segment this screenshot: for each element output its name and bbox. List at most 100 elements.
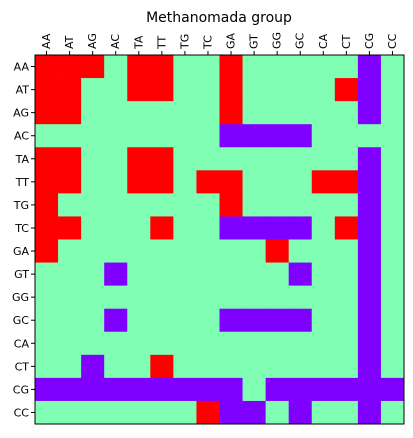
heatmap-cell-AA-TA <box>127 55 151 79</box>
heatmap-cell-CG-CC <box>380 377 405 402</box>
x-tick-label-TC: TC <box>201 35 214 50</box>
x-tick-label-AT: AT <box>63 35 76 49</box>
heatmap-cell-AG-AG <box>81 101 105 125</box>
heatmap-cell-GG-GA <box>219 285 243 310</box>
y-tick-label-TC: TC <box>14 222 29 235</box>
heatmap-cell-AA-GG <box>265 55 290 79</box>
heatmap-cell-CG-AG <box>81 377 105 402</box>
heatmap-cell-AA-AT <box>58 55 82 79</box>
heatmap-cell-TG-AG <box>81 193 105 217</box>
heatmap-cell-CT-AA <box>35 354 59 379</box>
heatmap-cell-AC-TT <box>150 124 174 148</box>
heatmap-cell-GG-CG <box>357 285 382 310</box>
heatmap-cell-CC-CC <box>380 400 405 425</box>
heatmap-cell-CG-CG <box>357 377 382 402</box>
heatmap-cell-TG-GC <box>288 193 313 217</box>
heatmap-cell-TA-GC <box>288 147 313 171</box>
heatmap-cell-AG-GT <box>242 101 267 125</box>
heatmap-cell-CC-TA <box>127 400 151 425</box>
heatmap-cell-GG-TT <box>150 285 174 310</box>
heatmap-cell-TG-CG <box>357 193 382 217</box>
y-tick-label-CC: CC <box>14 406 30 419</box>
heatmap-cell-AC-GA <box>219 124 243 148</box>
heatmap-cell-AG-CC <box>380 101 405 125</box>
heatmap-cell-TT-TG <box>173 170 197 194</box>
heatmap-cell-TC-GT <box>242 216 267 240</box>
heatmap-cell-CT-CC <box>380 354 405 379</box>
heatmap-cell-GG-TC <box>196 285 220 310</box>
heatmap-cell-GA-AT <box>58 239 82 263</box>
heatmap-cell-AC-CA <box>311 124 336 148</box>
heatmap-cell-AC-GG <box>265 124 290 148</box>
heatmap-cell-CT-AT <box>58 354 82 379</box>
heatmap-cell-CG-TC <box>196 377 220 402</box>
heatmap-cell-CC-CA <box>311 400 336 425</box>
heatmap-cell-AT-GG <box>265 78 290 102</box>
heatmap-cell-AG-GG <box>265 101 290 125</box>
heatmap-cell-GA-TC <box>196 239 220 263</box>
heatmap-cell-AG-GC <box>288 101 313 125</box>
heatmap-cell-TT-AA <box>35 170 59 194</box>
heatmap-cell-TA-AT <box>58 147 82 171</box>
heatmap-cell-AG-TA <box>127 101 151 125</box>
heatmap-cell-TG-GT <box>242 193 267 217</box>
plot-frame <box>34 54 405 425</box>
heatmap-cell-GG-GC <box>288 285 313 310</box>
heatmap-cell-GT-AC <box>104 262 128 287</box>
heatmap-cell-TC-TA <box>127 216 151 240</box>
heatmap-cell-TC-TG <box>173 216 197 240</box>
heatmap-cell-TC-CC <box>380 216 405 240</box>
heatmap-cell-AT-CT <box>334 78 359 102</box>
heatmap-cell-TC-GG <box>265 216 290 240</box>
heatmap-cell-GC-GT <box>242 308 267 333</box>
heatmap-cell-AC-GT <box>242 124 267 148</box>
heatmap-cell-AT-AG <box>81 78 105 102</box>
heatmap-cell-AT-CC <box>380 78 405 102</box>
heatmap-cell-GC-TA <box>127 308 151 333</box>
heatmap-cell-GA-CC <box>380 239 405 263</box>
heatmap-cell-GC-CT <box>334 308 359 333</box>
x-tick-label-AA: AA <box>40 33 53 49</box>
heatmap-cell-CC-CT <box>334 400 359 425</box>
heatmap-cell-TT-CA <box>311 170 336 194</box>
heatmap-cell-GT-AA <box>35 262 59 287</box>
heatmap-cell-TC-GC <box>288 216 313 240</box>
heatmap-cell-AG-AT <box>58 101 82 125</box>
y-tick-label-CT: CT <box>15 360 30 373</box>
heatmap-cell-AA-AG <box>81 55 105 79</box>
heatmap-cell-CA-GC <box>288 331 313 356</box>
x-tick-label-CA: CA <box>317 33 330 49</box>
heatmap-cell-CA-AC <box>104 331 128 356</box>
heatmap-cell-AC-TC <box>196 124 220 148</box>
heatmap-cell-GC-TC <box>196 308 220 333</box>
heatmap-cell-GA-GG <box>265 239 290 263</box>
heatmap-cell-TT-GC <box>288 170 313 194</box>
heatmap-cell-AG-CT <box>334 101 359 125</box>
heatmap-cell-TG-CC <box>380 193 405 217</box>
heatmap-cell-TG-GA <box>219 193 243 217</box>
heatmap-cell-GA-TA <box>127 239 151 263</box>
heatmap-cells <box>35 55 405 425</box>
x-axis-ticks: AA AT AG AC TA TT TG TC GA GT GG GC CA CT CG CC <box>40 32 399 55</box>
heatmap-cell-AT-TA <box>127 78 151 102</box>
heatmap-cell-CA-AG <box>81 331 105 356</box>
heatmap-cell-CA-GT <box>242 331 267 356</box>
x-tick-label-CT: CT <box>340 34 353 49</box>
heatmap-cell-GC-CC <box>380 308 405 333</box>
heatmap-cell-AA-GC <box>288 55 313 79</box>
heatmap-cell-TT-AT <box>58 170 82 194</box>
heatmap-cell-CA-CC <box>380 331 405 356</box>
heatmap-cell-AT-AA <box>35 78 59 102</box>
heatmap-cell-GG-GG <box>265 285 290 310</box>
heatmap-cell-CC-GA <box>219 400 243 425</box>
heatmap-cell-TA-AA <box>35 147 59 171</box>
heatmap-cell-CC-TG <box>173 400 197 425</box>
heatmap-cell-CG-GA <box>219 377 243 402</box>
heatmap-cell-TC-CG <box>357 216 382 240</box>
heatmap-cell-CC-AA <box>35 400 59 425</box>
heatmap-cell-AG-CA <box>311 101 336 125</box>
heatmap-cell-GC-AA <box>35 308 59 333</box>
heatmap-cell-CT-AG <box>81 354 105 379</box>
heatmap-cell-AA-AA <box>35 55 59 79</box>
